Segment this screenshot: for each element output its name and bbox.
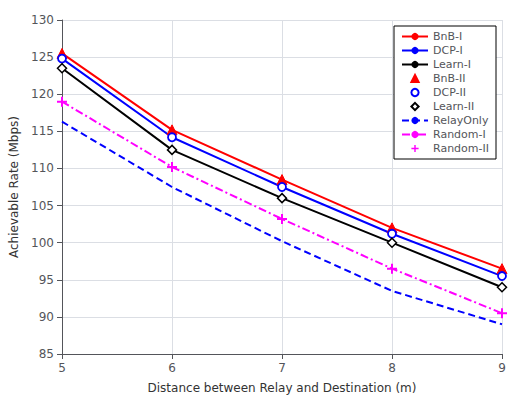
svg-text:110: 110 (31, 161, 54, 175)
svg-text:105: 105 (31, 199, 54, 213)
svg-text:Distance between Relay and Des: Distance between Relay and Destination (… (148, 381, 417, 395)
svg-text:DCP-I: DCP-I (433, 44, 463, 57)
svg-text:120: 120 (31, 87, 54, 101)
svg-text:90: 90 (39, 310, 54, 324)
svg-text:BnB-II: BnB-II (433, 72, 466, 85)
svg-text:RelayOnly: RelayOnly (433, 114, 489, 127)
svg-text:8: 8 (388, 361, 396, 375)
svg-text:DCP-II: DCP-II (433, 86, 466, 99)
svg-text:Learn-I: Learn-I (433, 58, 471, 71)
svg-text:130: 130 (31, 13, 54, 27)
svg-text:85: 85 (39, 347, 54, 361)
svg-text:5: 5 (58, 361, 66, 375)
svg-text:125: 125 (31, 50, 54, 64)
svg-text:Learn-II: Learn-II (433, 100, 474, 113)
svg-text:9: 9 (498, 361, 506, 375)
svg-text:7: 7 (278, 361, 286, 375)
svg-text:95: 95 (39, 273, 54, 287)
svg-text:BnB-I: BnB-I (433, 30, 462, 43)
svg-text:6: 6 (168, 361, 176, 375)
svg-text:100: 100 (31, 236, 54, 250)
svg-text:Random-II: Random-II (433, 142, 489, 155)
svg-text:Achievable Rate (Mbps): Achievable Rate (Mbps) (7, 116, 21, 258)
svg-text:115: 115 (31, 124, 54, 138)
svg-text:Random-I: Random-I (433, 128, 486, 141)
